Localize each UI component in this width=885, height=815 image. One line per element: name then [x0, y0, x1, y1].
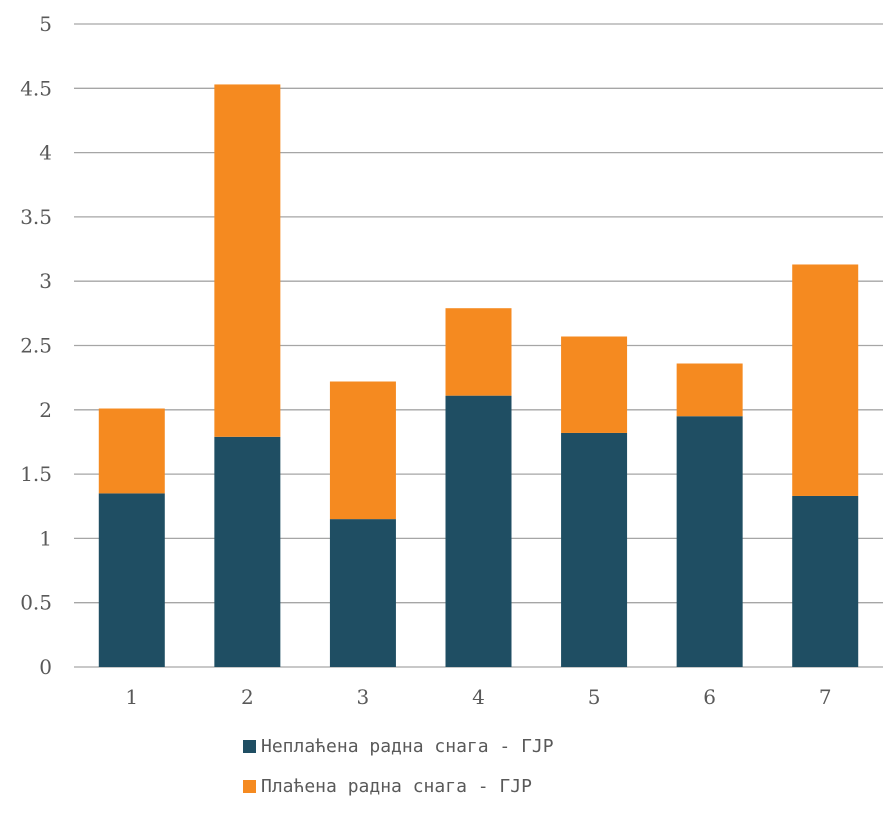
y-tick-label: 1 [39, 526, 52, 550]
y-tick-label: 3 [39, 269, 52, 293]
y-tick-label: 4.5 [20, 76, 52, 100]
bar-paid-3 [329, 381, 396, 520]
y-tick-label: 2 [39, 398, 52, 422]
x-axis-ticks: 1 2 3 4 5 6 7 [125, 685, 831, 709]
y-tick-label: 0 [39, 655, 52, 679]
y-tick-label: 2.5 [20, 334, 52, 358]
y-tick-label: 0.5 [20, 591, 52, 615]
y-tick-label: 3.5 [20, 205, 52, 229]
bar-unpaid-4 [445, 395, 512, 667]
bar-paid-5 [561, 336, 628, 433]
y-tick-label: 1.5 [20, 462, 52, 486]
legend-swatch-paid [243, 779, 256, 793]
bar-unpaid-3 [329, 519, 396, 667]
bar-unpaid-7 [792, 495, 859, 667]
bar-unpaid-1 [98, 493, 165, 667]
legend-label-unpaid: Неплаћена радна снага - ГЈР [261, 735, 554, 757]
bar-unpaid-6 [676, 416, 743, 667]
stacked-bar-chart: 0 0.5 1 1.5 2 2.5 3 3.5 4 4.5 5 1 2 3 4 5 6 7 [20, 12, 883, 709]
bar-unpaid-5 [561, 432, 628, 667]
legend-item-unpaid: Неплаћена радна снага - ГЈР [243, 735, 554, 757]
x-tick-label: 4 [472, 685, 485, 709]
legend-swatch-unpaid [243, 739, 256, 753]
x-tick-label: 1 [125, 685, 138, 709]
bars [98, 84, 859, 667]
x-tick-label: 6 [703, 685, 716, 709]
bar-paid-2 [214, 84, 281, 437]
bar-unpaid-2 [214, 436, 281, 667]
x-tick-label: 3 [357, 685, 370, 709]
y-tick-label: 4 [39, 141, 52, 165]
legend-item-paid: Плаћена радна снага - ГЈР [243, 775, 554, 797]
x-tick-label: 7 [819, 685, 832, 709]
y-axis-ticks: 0 0.5 1 1.5 2 2.5 3 3.5 4 4.5 5 [20, 12, 52, 679]
legend: Неплаћена радна снага - ГЈР Плаћена радн… [243, 735, 554, 815]
bar-paid-4 [445, 308, 512, 396]
legend-label-paid: Плаћена радна снага - ГЈР [261, 775, 532, 797]
bar-paid-1 [98, 408, 165, 494]
x-tick-label: 2 [241, 685, 254, 709]
y-tick-label: 5 [39, 12, 52, 36]
bar-paid-7 [792, 264, 859, 496]
x-tick-label: 5 [588, 685, 601, 709]
bar-paid-6 [676, 363, 743, 417]
